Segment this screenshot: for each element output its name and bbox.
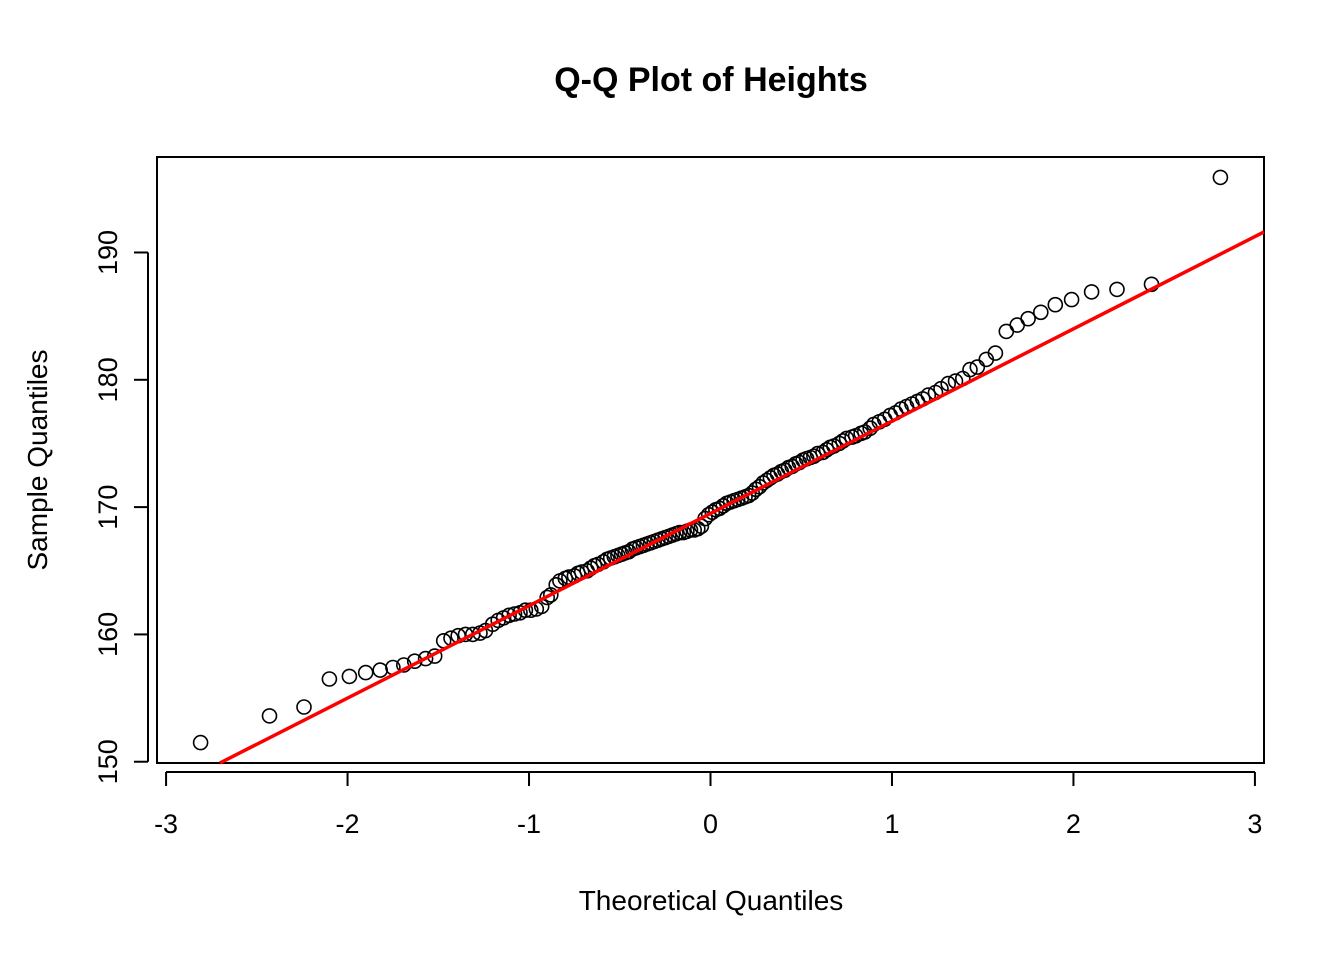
data-point	[296, 699, 312, 715]
data-points	[192, 169, 1229, 751]
x-tick-label: -3	[154, 809, 178, 839]
data-point	[341, 668, 358, 685]
data-point	[1020, 310, 1036, 327]
data-point	[998, 323, 1015, 340]
data-point	[1212, 169, 1229, 186]
data-point	[987, 345, 1004, 361]
data-point	[192, 734, 209, 751]
plot-frame	[156, 156, 1265, 764]
x-tick-label: -1	[517, 809, 541, 839]
data-point	[969, 359, 986, 375]
x-tick-label: 1	[884, 809, 899, 839]
data-point	[1109, 281, 1125, 298]
x-tick-label: 3	[1247, 809, 1262, 839]
data-point	[506, 606, 523, 622]
y-tick-label: 180	[93, 357, 123, 402]
data-point	[1063, 291, 1080, 308]
data-point	[501, 607, 517, 624]
data-point	[357, 664, 374, 681]
chart-title: Q-Q Plot of Heights	[554, 61, 868, 99]
x-tick-label: -2	[336, 809, 360, 839]
data-point	[372, 662, 389, 678]
x-tick-label: 2	[1066, 809, 1081, 839]
y-axis: 150 160 170 180 190	[93, 230, 149, 784]
y-tick-label: 150	[93, 739, 123, 784]
x-axis-label: Theoretical Quantiles	[579, 885, 844, 916]
data-point	[940, 375, 957, 392]
y-axis-label: Sample Quantiles	[22, 349, 53, 570]
data-point	[1083, 284, 1100, 300]
data-point	[1033, 304, 1049, 321]
y-tick-label: 190	[93, 230, 123, 275]
data-point	[261, 708, 278, 724]
data-point	[1009, 317, 1026, 333]
data-point	[539, 589, 556, 606]
reference-line	[219, 230, 1265, 765]
data-point	[321, 671, 338, 687]
data-point	[417, 650, 434, 667]
x-tick-label: 0	[703, 809, 718, 839]
data-point	[1047, 296, 1064, 313]
data-point	[962, 361, 978, 378]
x-axis: -3 -2 -1 0 1 2 3	[154, 771, 1262, 839]
y-tick-label: 160	[93, 612, 123, 657]
y-tick-label: 170	[93, 485, 123, 530]
reference-line-layer	[219, 230, 1265, 765]
